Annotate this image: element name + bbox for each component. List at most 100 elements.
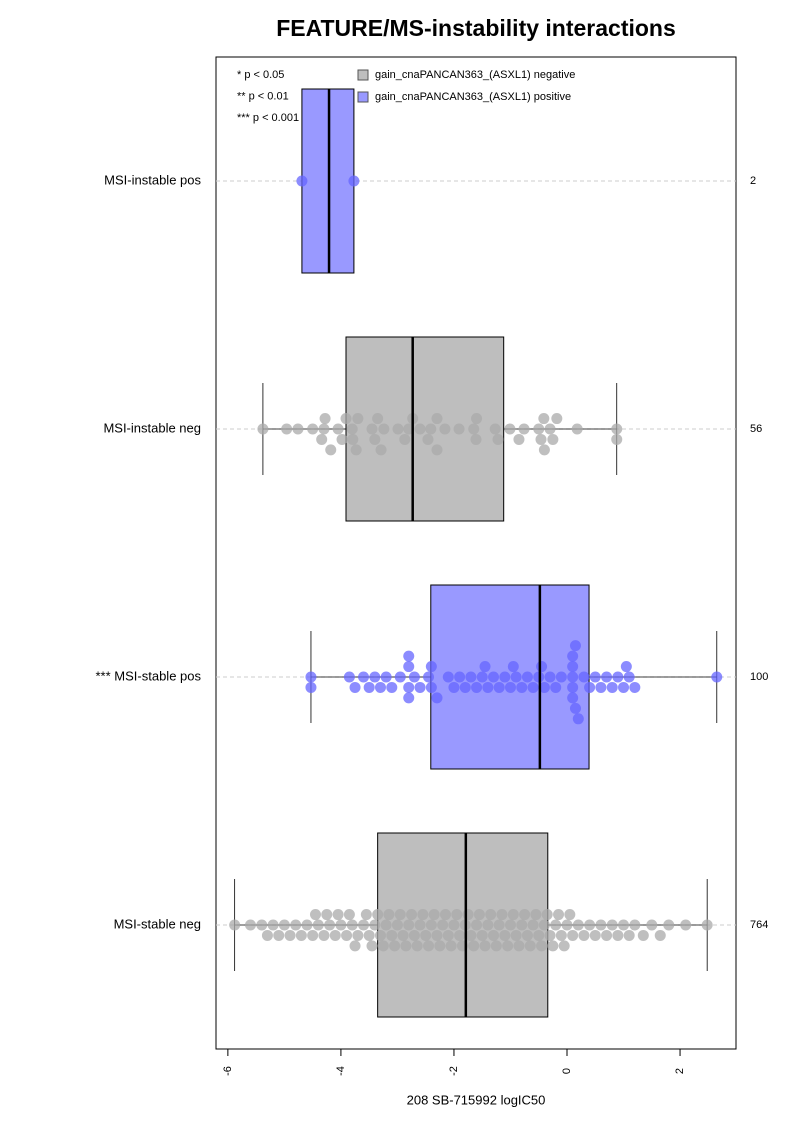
data-point — [408, 929, 420, 941]
data-point — [386, 929, 398, 941]
data-point — [431, 929, 443, 941]
data-point — [521, 671, 533, 683]
chart-title: FEATURE/MS-instability interactions — [276, 15, 676, 41]
data-point — [244, 919, 256, 931]
data-point — [564, 909, 576, 921]
data-point — [394, 671, 406, 683]
data-point — [572, 713, 584, 725]
data-point — [499, 929, 511, 941]
data-point — [530, 909, 542, 921]
data-point — [567, 671, 579, 683]
data-point — [352, 929, 364, 941]
data-point — [296, 175, 308, 187]
data-point — [375, 444, 387, 456]
data-point — [578, 671, 590, 683]
data-point — [380, 671, 392, 683]
data-point — [366, 423, 378, 435]
data-point — [538, 413, 550, 425]
data-point — [476, 671, 488, 683]
data-point — [601, 671, 613, 683]
data-point — [555, 929, 567, 941]
data-point — [510, 671, 522, 683]
data-point — [309, 909, 321, 921]
category-label: *** MSI-stable pos — [96, 668, 202, 683]
data-point — [482, 681, 494, 693]
data-point — [386, 681, 398, 693]
data-point — [290, 919, 302, 931]
data-point — [518, 423, 530, 435]
count-label: 764 — [750, 919, 768, 931]
data-point — [541, 909, 553, 921]
data-point — [324, 919, 336, 931]
data-point — [465, 671, 477, 683]
data-point — [589, 671, 601, 683]
data-point — [510, 929, 522, 941]
data-point — [349, 681, 361, 693]
data-point — [329, 929, 341, 941]
data-point — [383, 909, 395, 921]
data-point — [584, 919, 596, 931]
data-point — [439, 423, 451, 435]
data-point — [369, 433, 381, 445]
data-point — [423, 940, 435, 952]
data-point — [406, 909, 418, 921]
data-point — [578, 929, 590, 941]
data-point — [425, 919, 437, 931]
data-point — [502, 940, 514, 952]
data-point — [620, 661, 632, 673]
x-axis-label: 208 SB-715992 logIC50 — [407, 1092, 546, 1107]
data-point — [372, 909, 384, 921]
data-point — [408, 671, 420, 683]
x-tick-label: 2 — [674, 1068, 686, 1074]
data-point — [507, 909, 519, 921]
data-point — [403, 661, 415, 673]
data-point — [623, 671, 635, 683]
data-point — [378, 423, 390, 435]
data-point — [434, 940, 446, 952]
data-point — [332, 909, 344, 921]
legend-swatch — [357, 91, 369, 103]
count-label: 56 — [750, 423, 762, 435]
data-point — [468, 423, 480, 435]
data-point — [589, 929, 601, 941]
data-point — [567, 929, 579, 941]
data-point — [281, 423, 293, 435]
data-point — [358, 671, 370, 683]
data-point — [372, 413, 384, 425]
data-point — [536, 661, 548, 673]
data-point — [551, 413, 563, 425]
data-point — [470, 433, 482, 445]
data-point — [448, 919, 460, 931]
data-point — [335, 919, 347, 931]
data-point — [536, 940, 548, 952]
data-point — [307, 929, 319, 941]
data-point — [555, 671, 567, 683]
data-point — [442, 929, 454, 941]
data-point — [397, 929, 409, 941]
data-point — [284, 929, 296, 941]
data-point — [558, 940, 570, 952]
data-point — [473, 909, 485, 921]
data-point — [550, 681, 562, 693]
data-point — [414, 919, 426, 931]
data-point — [611, 423, 623, 435]
data-point — [567, 681, 579, 693]
data-point — [374, 929, 386, 941]
data-point — [380, 919, 392, 931]
count-label: 100 — [750, 671, 768, 683]
data-point — [391, 919, 403, 931]
data-point — [414, 423, 426, 435]
data-point — [325, 444, 337, 456]
legend-swatch — [357, 69, 369, 81]
data-point — [346, 919, 358, 931]
category-label: MSI-instable pos — [104, 172, 201, 187]
data-point — [267, 919, 279, 931]
data-point — [544, 671, 556, 683]
data-point — [439, 909, 451, 921]
data-point — [403, 650, 415, 662]
data-point — [561, 919, 573, 931]
data-point — [437, 919, 449, 931]
data-point — [701, 919, 713, 931]
